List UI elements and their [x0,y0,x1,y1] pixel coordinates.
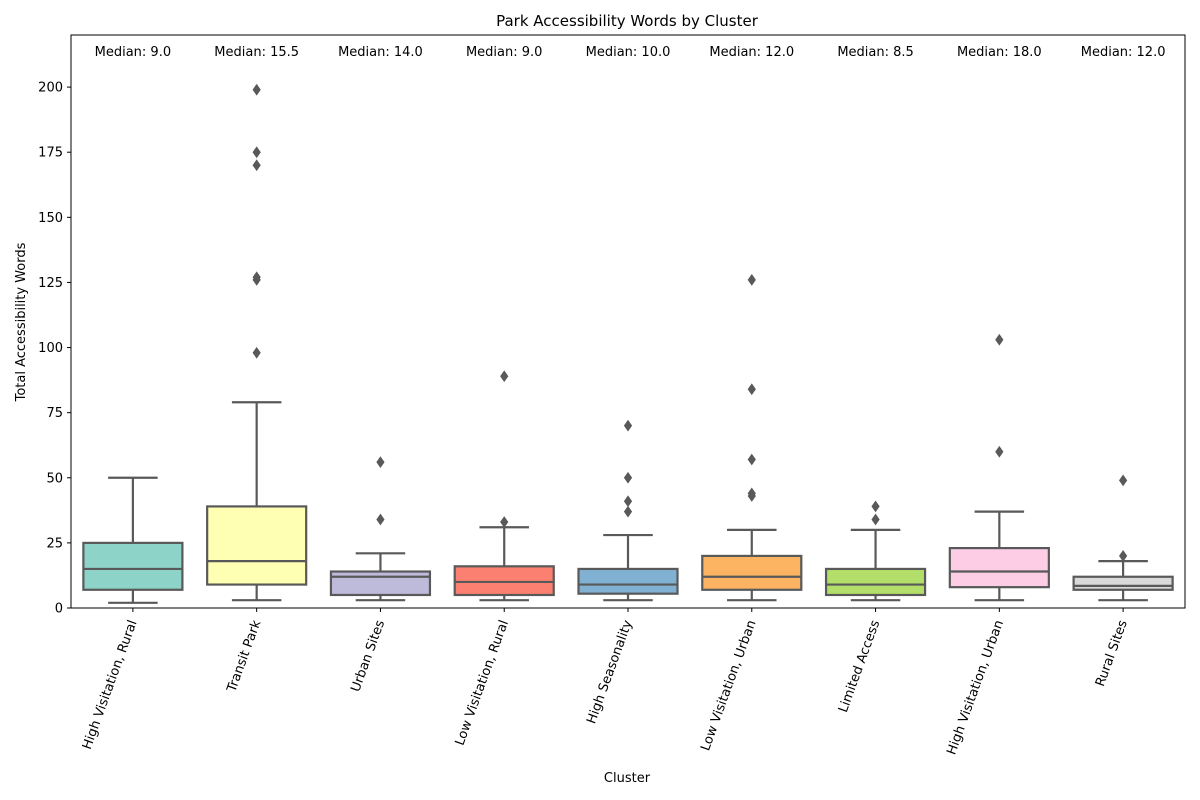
x-tick-label: Low Visitation, Urban [698,618,759,753]
outlier-point [376,456,385,469]
y-tick-label: 25 [46,536,63,551]
y-tick-label: 125 [38,276,63,291]
x-axis: High Visitation, Rural Transit Park Urban … [80,608,1131,757]
median-annotation: Median: 8.5 [837,45,913,60]
box-iqr [577,567,679,595]
x-axis-label: Cluster [604,771,651,786]
x-tick-label: High Visitation, Urban [944,618,1007,757]
outlier-point [995,445,1004,458]
box-5: Median: 10.0 [577,45,679,602]
box-2: Median: 15.5 [206,45,308,602]
outlier-point [252,271,261,284]
box-iqr [206,505,308,586]
outlier-point [252,159,261,172]
outlier-point [623,419,633,432]
y-tick-label: 200 [38,81,63,96]
box-8: Median: 18.0 [948,45,1050,602]
y-tick-label: 175 [38,146,63,161]
outlier-point [995,333,1004,346]
outlier-point [500,516,509,528]
box-6: Median: 12.0 [701,45,803,602]
x-tick-label: Rural Sites [1093,618,1131,689]
outlier-point [1118,550,1128,562]
y-tick-label: 150 [38,211,63,226]
outlier-point [623,495,633,508]
box-iqr [948,546,1050,589]
outlier-point [747,487,756,500]
y-axis: 0 25 50 75 100 125 150 175 200 [38,81,71,617]
box-iqr [82,541,184,591]
median-annotation: Median: 9.0 [95,45,171,60]
outlier-point [747,453,756,466]
box-3: Median: 14.0 [329,45,432,602]
x-tick-label: Transit Park [224,618,264,695]
box-4: Median: 9.0 [453,45,555,602]
outlier-point [500,370,509,383]
median-annotation: Median: 12.0 [1081,45,1166,60]
y-tick-label: 50 [46,471,63,486]
outlier-point [1118,474,1128,487]
box-iqr [824,567,927,597]
outlier-point [252,346,261,359]
box-iqr [701,554,803,591]
median-annotation: Median: 14.0 [338,45,423,60]
chart-title: Park Accessibility Words by Cluster [496,12,759,30]
x-tick-label: Low Visitation, Rural [453,618,512,747]
plot-frame [70,34,1186,609]
median-annotation: Median: 12.0 [709,45,794,60]
outlier-point [623,505,633,518]
y-tick-label: 75 [46,406,63,421]
box-7: Median: 8.5 [824,45,927,602]
x-tick-label: High Seasonality [584,618,636,726]
box-1: Median: 9.0 [82,45,184,604]
median-annotation: Median: 15.5 [214,45,299,60]
outlier-point [376,513,385,526]
median-annotation: Median: 9.0 [466,45,542,60]
plot-area: Median: 9.0 Median: 15.5 Median: 14.0 Media… [82,45,1174,604]
box-iqr [453,565,555,597]
outlier-point [871,500,880,513]
x-tick-label: Limited Access [836,618,883,715]
outlier-point [252,83,261,96]
median-annotation: Median: 18.0 [957,45,1042,60]
y-axis-label: Total Accessibility Words [14,242,29,402]
x-tick-label: High Visitation, Rural [80,618,141,751]
outlier-point [623,471,633,484]
x-tick-label: Urban Sites [348,618,388,694]
box-iqr [1072,575,1174,591]
outlier-point [747,383,756,396]
median-annotation: Median: 10.0 [586,45,671,60]
outlier-point [871,513,880,526]
box-iqr [329,570,432,597]
outlier-point [252,146,261,159]
y-tick-label: 0 [55,602,63,617]
outlier-point [747,273,756,286]
box-9: Median: 12.0 [1072,45,1174,602]
y-tick-label: 100 [38,341,63,356]
